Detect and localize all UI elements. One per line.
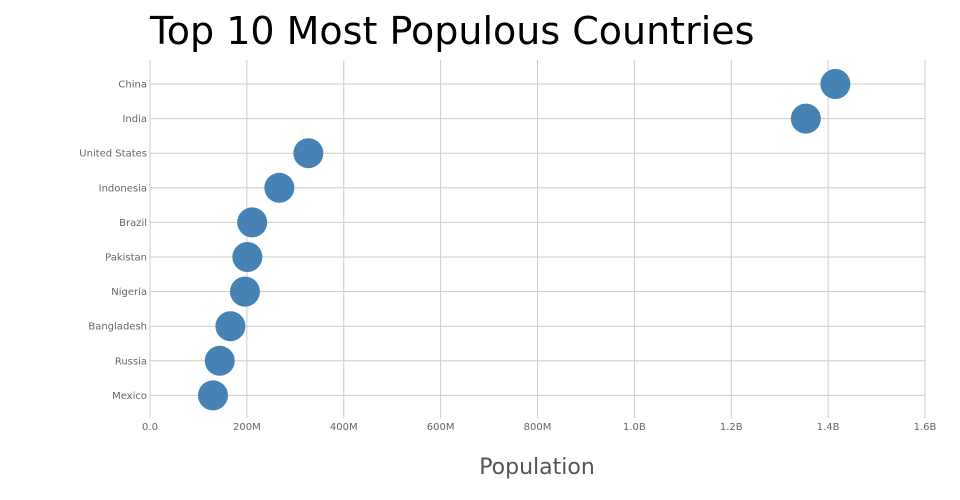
data-point[interactable] bbox=[197, 380, 228, 411]
y-tick-label: Pakistan bbox=[105, 253, 147, 264]
data-point[interactable] bbox=[204, 345, 235, 376]
y-tick-label: Russia bbox=[115, 356, 147, 367]
y-tick-label: United States bbox=[79, 149, 147, 160]
x-tick-label: 800M bbox=[524, 422, 552, 433]
y-tick-label: India bbox=[122, 114, 147, 125]
x-tick-label: 1.6B bbox=[914, 422, 937, 433]
data-point[interactable] bbox=[215, 311, 246, 342]
x-tick-label: 200M bbox=[233, 422, 261, 433]
y-tick-label: Indonesia bbox=[99, 183, 147, 194]
x-tick-labels: 0.0 200M 400M 600M 800M 1.0B 1.2B 1.4B 1.6B bbox=[142, 422, 936, 433]
x-tick-label: 1.0B bbox=[623, 422, 646, 433]
data-point[interactable] bbox=[820, 69, 851, 99]
data-point[interactable] bbox=[232, 242, 263, 272]
y-tick-labels: China India United States Indonesia Brazil Pa… bbox=[79, 80, 147, 402]
x-axis-label: Population bbox=[479, 455, 595, 480]
chart-title: Top 10 Most Populous Countries bbox=[150, 9, 755, 53]
data-point[interactable] bbox=[790, 103, 821, 134]
data-point[interactable] bbox=[264, 172, 295, 203]
data-point[interactable] bbox=[237, 207, 268, 238]
x-tick-label: 1.2B bbox=[720, 422, 743, 433]
y-tick-label: China bbox=[118, 80, 147, 91]
data-point[interactable] bbox=[229, 276, 260, 307]
x-tick-label: 0.0 bbox=[142, 422, 158, 433]
y-tick-label: Brazil bbox=[119, 218, 147, 229]
y-tick-label: Nigeria bbox=[111, 287, 147, 298]
y-tick-label: Mexico bbox=[112, 391, 147, 402]
data-points bbox=[197, 69, 851, 411]
x-tick-label: 1.4B bbox=[817, 422, 840, 433]
data-point[interactable] bbox=[293, 138, 324, 169]
y-tick-label: Bangladesh bbox=[88, 322, 147, 333]
x-tick-label: 400M bbox=[330, 422, 358, 433]
x-tick-label: 600M bbox=[427, 422, 455, 433]
